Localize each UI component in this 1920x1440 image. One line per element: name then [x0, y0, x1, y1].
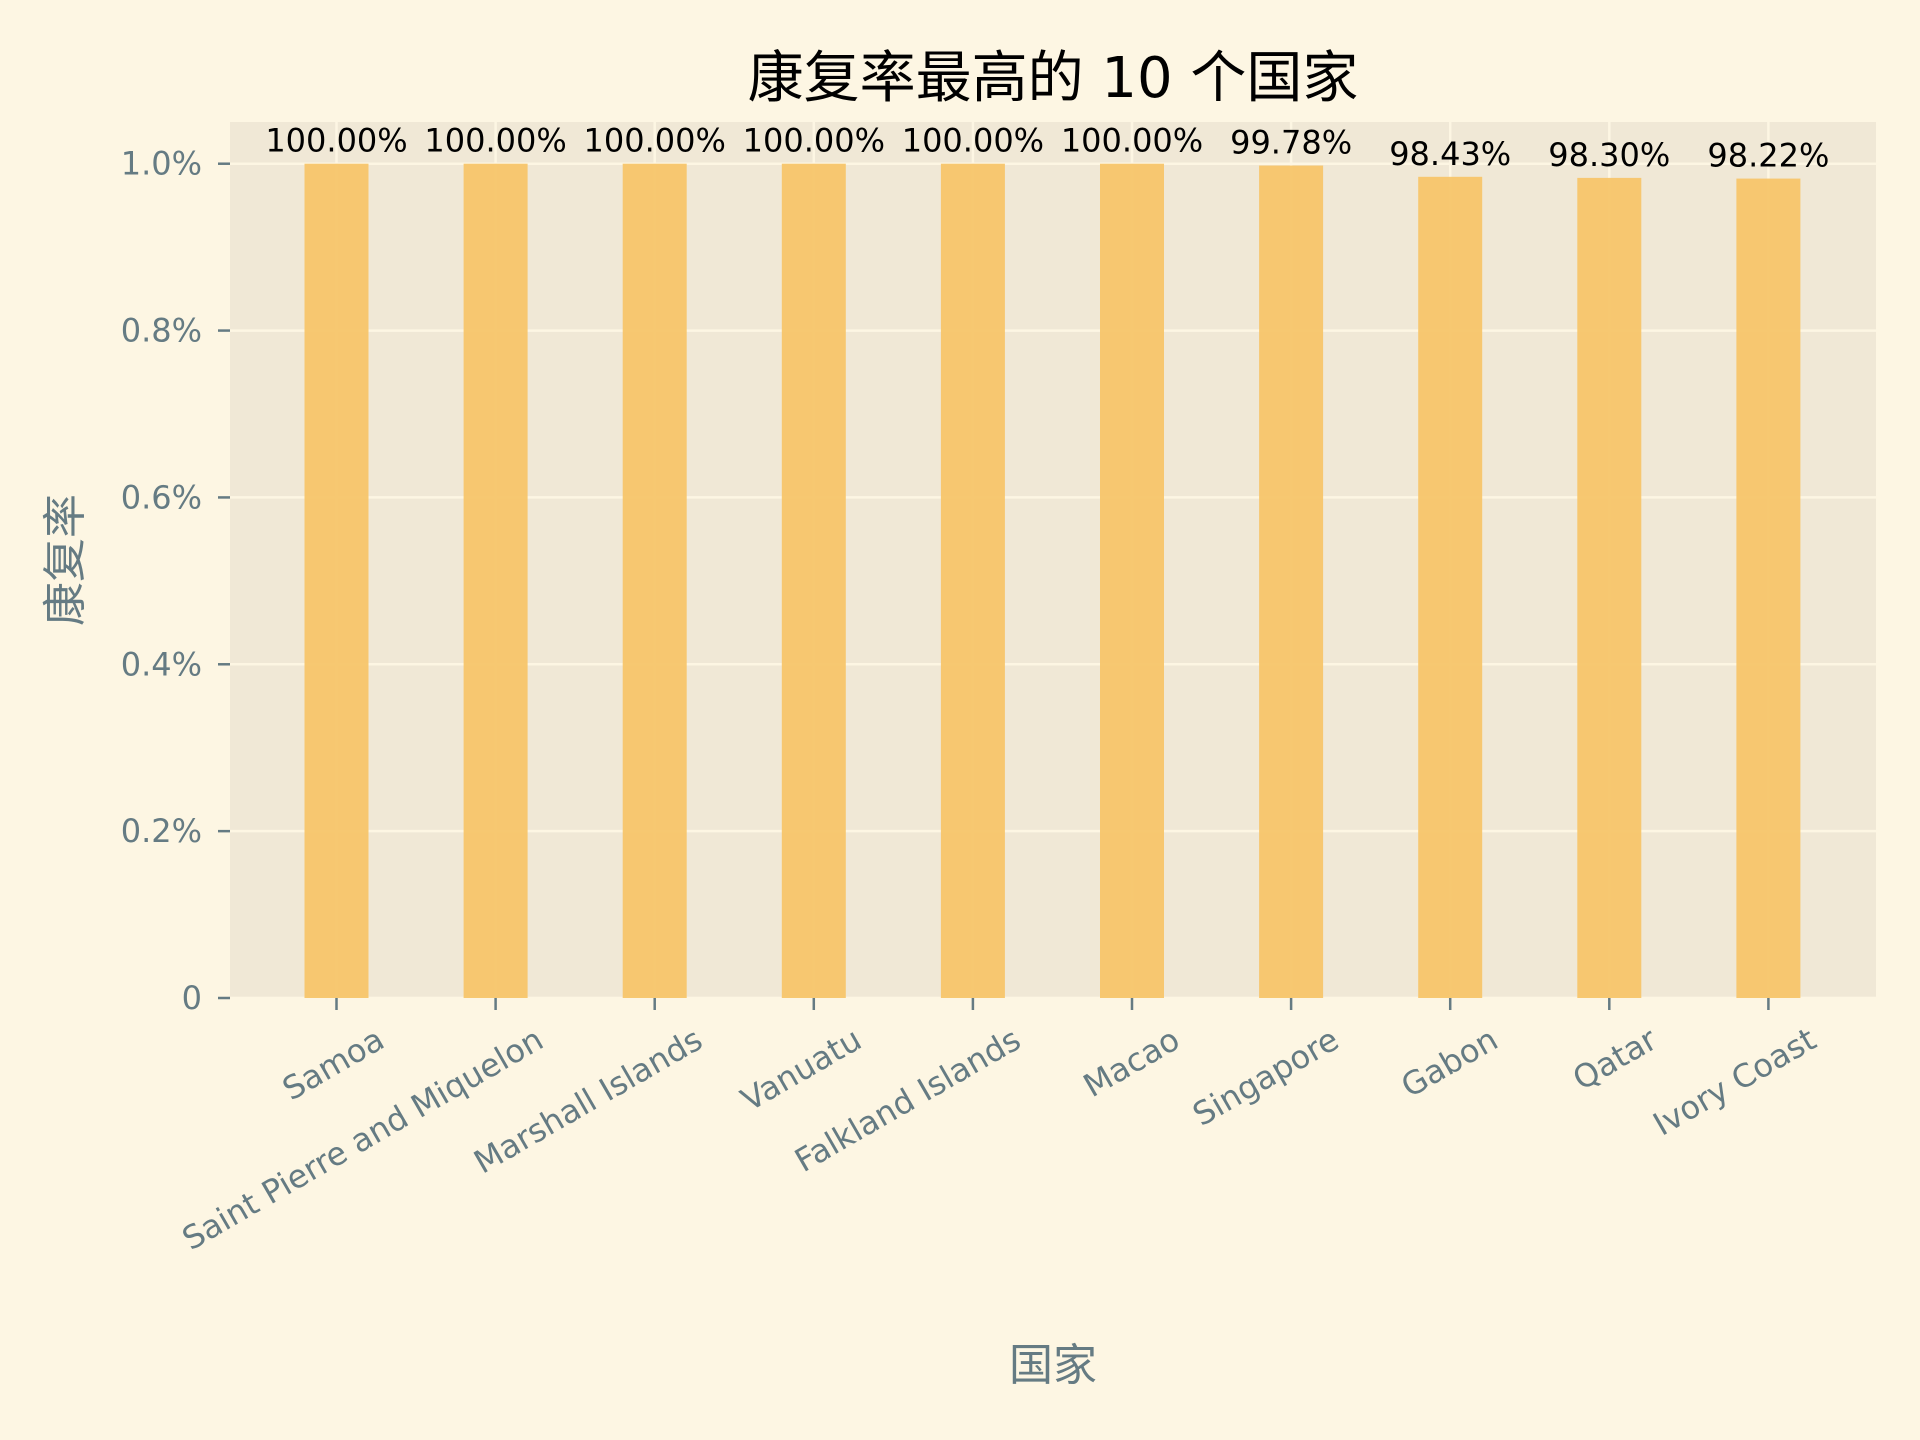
data-label: 100.00%	[265, 122, 407, 160]
data-label: 98.30%	[1548, 136, 1670, 174]
y-tick-label: 1.0%	[121, 145, 202, 183]
data-label: 100.00%	[743, 122, 885, 160]
data-label: 98.22%	[1707, 137, 1829, 175]
bar	[463, 163, 528, 998]
data-label: 99.78%	[1230, 124, 1352, 162]
bar	[1736, 178, 1801, 998]
data-label: 100.00%	[584, 122, 726, 160]
bar	[622, 163, 687, 998]
bar	[940, 163, 1005, 998]
y-tick-label: 0.8%	[121, 312, 202, 350]
bar	[1418, 176, 1483, 999]
y-tick-label: 0.6%	[121, 478, 202, 516]
bar	[304, 163, 369, 998]
bar	[1577, 177, 1642, 998]
data-labels: 100.00% 100.00% 100.00% 100.00% 100.00% 100.0…	[265, 122, 1829, 175]
y-axis-title: 康复率	[40, 494, 91, 626]
y-tick-label: 0	[182, 979, 202, 1017]
y-axis-ticks: 0 0.2% 0.4% 0.6% 0.8% 1.0%	[121, 145, 230, 1017]
y-tick-label: 0.4%	[121, 645, 202, 683]
bar	[781, 163, 846, 998]
bar	[1259, 165, 1324, 999]
data-label: 100.00%	[902, 122, 1044, 160]
chart-title: 康复率最高的 10 个国家	[748, 46, 1359, 111]
data-label: 100.00%	[424, 122, 566, 160]
bar	[1100, 163, 1164, 998]
x-axis-title: 国家	[1009, 1340, 1097, 1391]
bars	[304, 163, 1801, 999]
data-label: 100.00%	[1061, 122, 1203, 160]
y-tick-label: 0.2%	[121, 812, 202, 850]
data-label: 98.43%	[1389, 135, 1511, 173]
